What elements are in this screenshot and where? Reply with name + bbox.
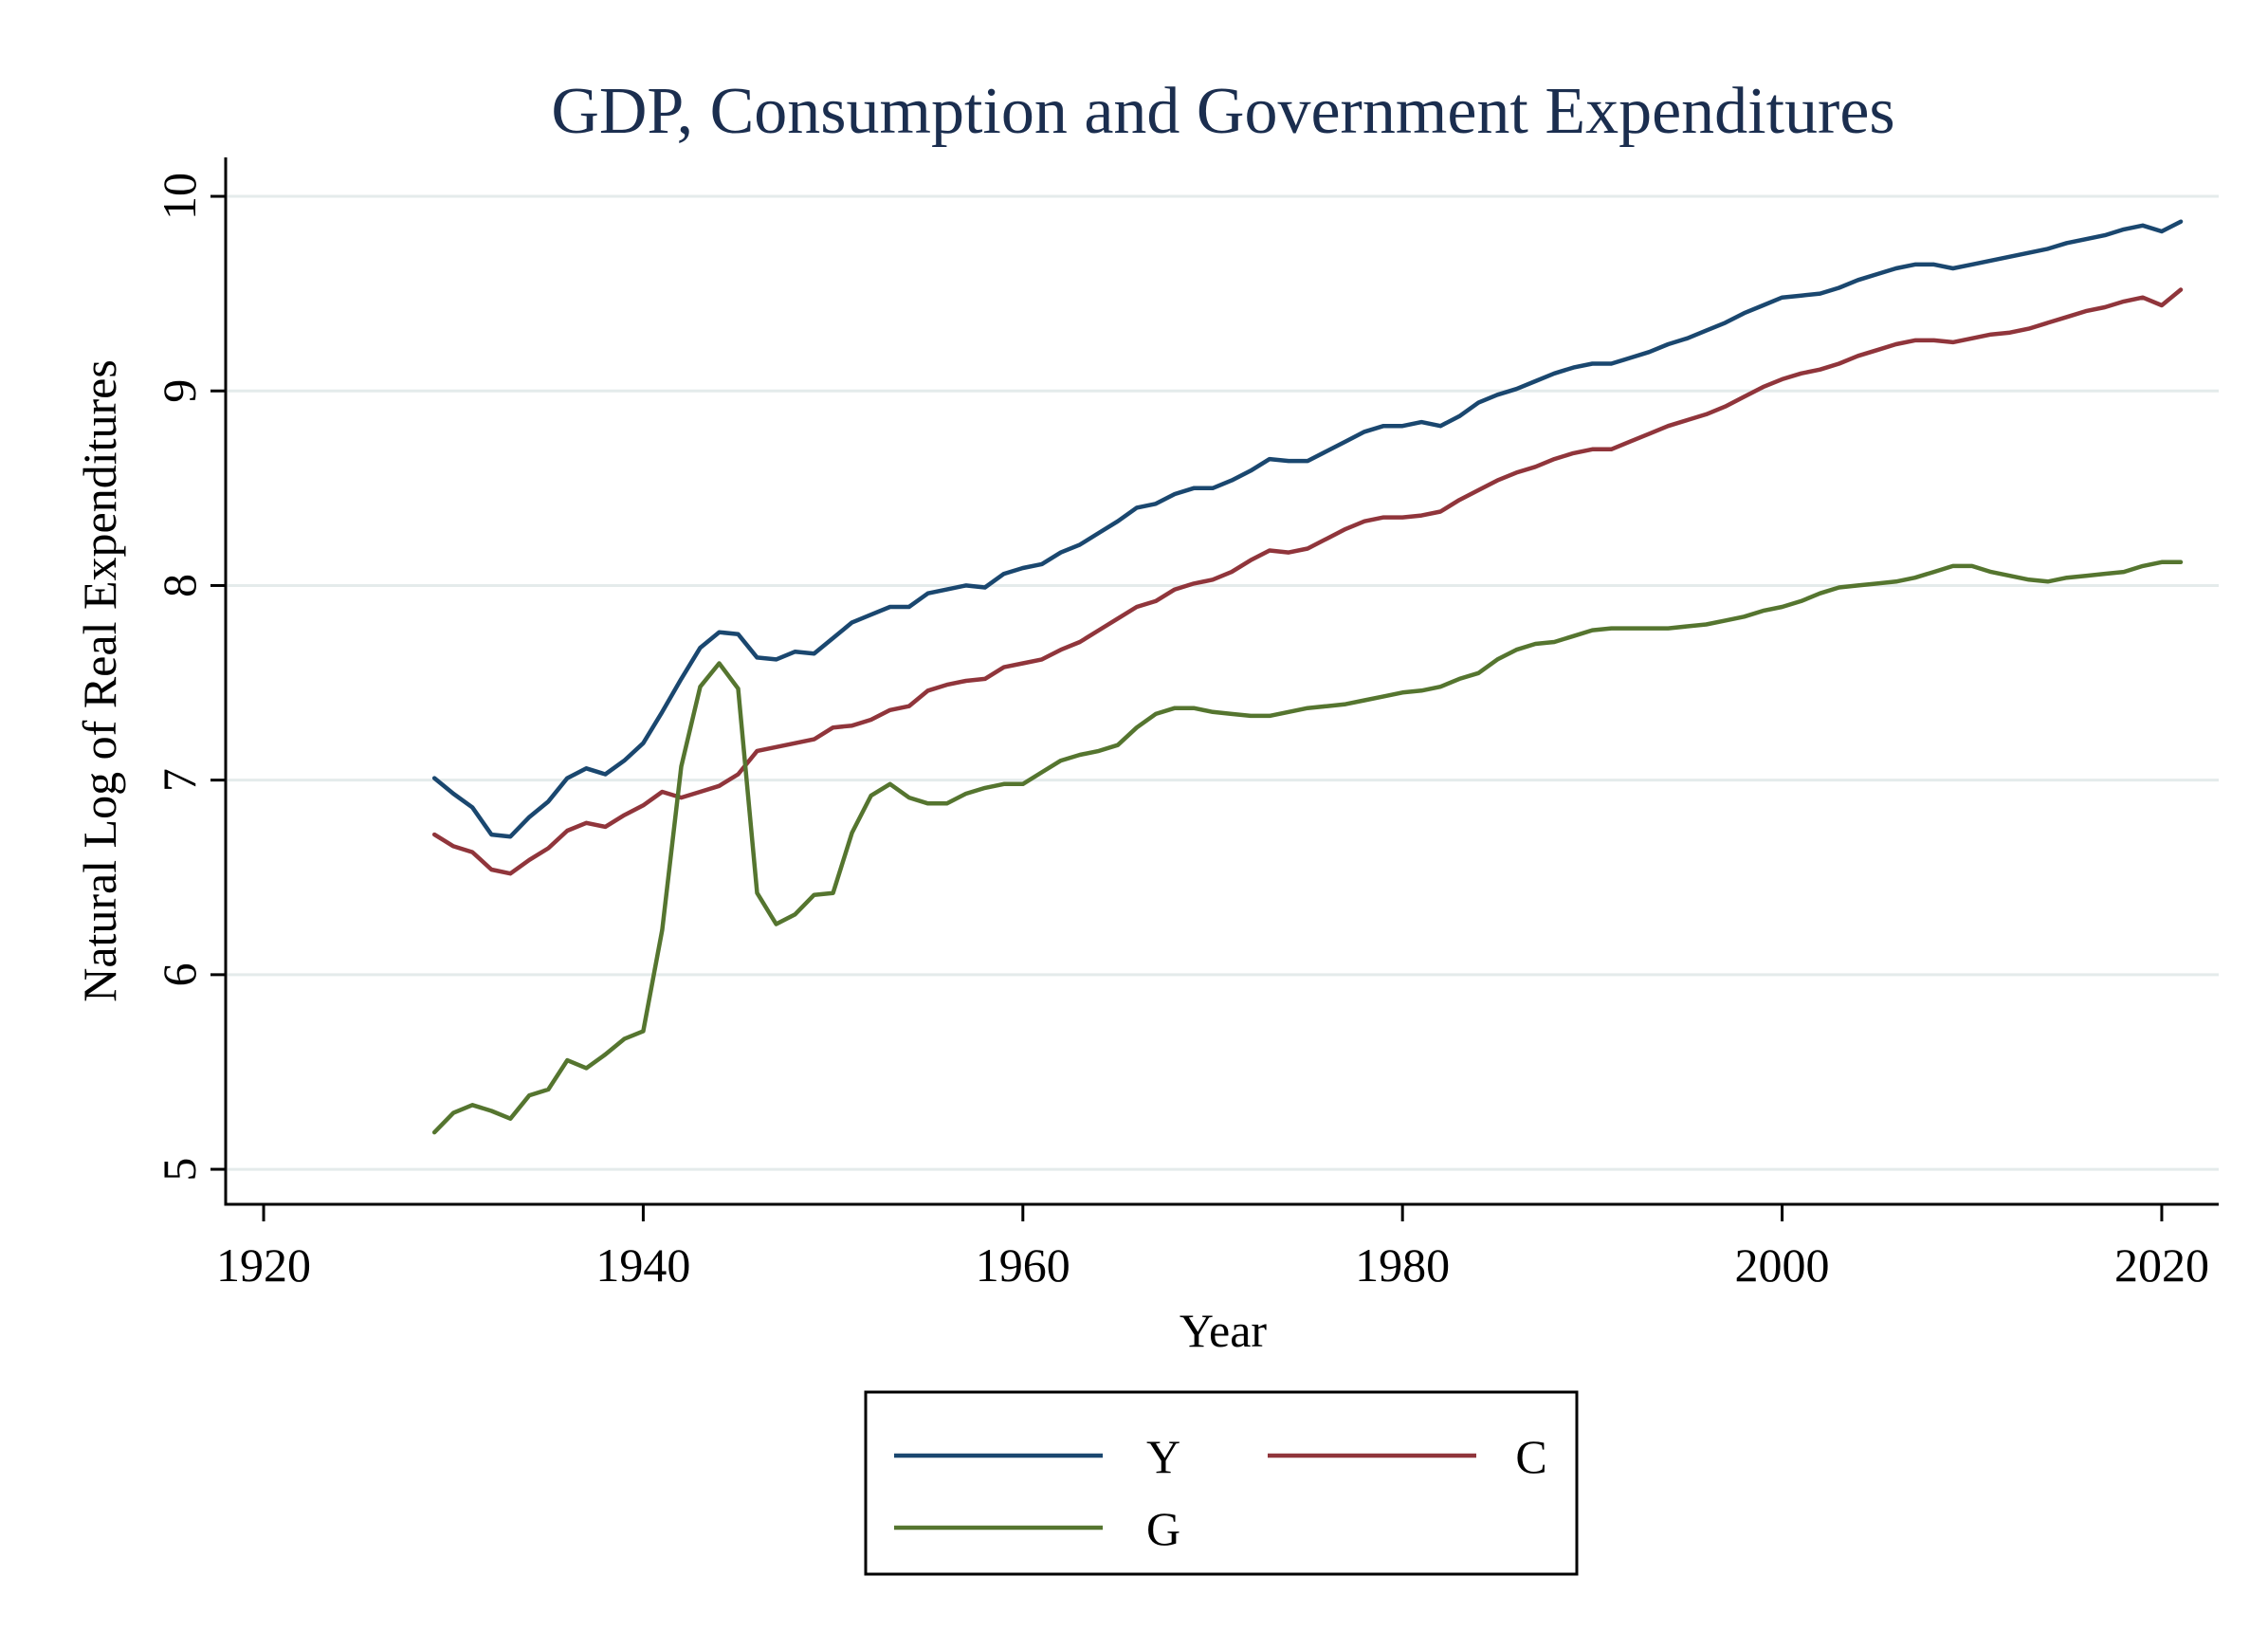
legend-box [864, 1390, 1579, 1576]
x-tick-label-1920: 1920 [216, 1238, 311, 1292]
x-tick-label-1940: 1940 [595, 1238, 690, 1292]
legend-label-g: G [1146, 1502, 1180, 1555]
series-line-y [431, 219, 2184, 839]
x-tick-label-2000: 2000 [1735, 1238, 1830, 1292]
series-line-g [431, 559, 2184, 1135]
y-tick-label-5: 5 [153, 1158, 206, 1182]
y-tick-label-8: 8 [153, 574, 206, 597]
chart-title: GDP, Consumption and Government Expendit… [551, 75, 1894, 148]
y-tick-label-7: 7 [153, 768, 206, 792]
gridlines [228, 194, 2219, 1171]
x-tick-label-1960: 1960 [976, 1238, 1070, 1292]
y-tick-label-10: 10 [153, 173, 206, 220]
y-axis-ticks: 5 6 7 8 9 10 [153, 173, 226, 1182]
y-tick-label-6: 6 [153, 962, 206, 986]
y-tick-label-9: 9 [153, 379, 206, 403]
x-axis-ticks: 1920 1940 1960 1980 2000 2020 [216, 1204, 2209, 1292]
legend: Y C G [864, 1390, 1579, 1576]
series-lines [431, 219, 2184, 1135]
legend-label-c: C [1515, 1430, 1546, 1483]
x-tick-label-1980: 1980 [1355, 1238, 1450, 1292]
x-tick-label-2020: 2020 [2114, 1238, 2209, 1292]
x-axis-title: Year [1180, 1304, 1267, 1357]
legend-label-y: Y [1146, 1430, 1180, 1483]
series-line-c [431, 287, 2184, 876]
y-axis-title: Natural Log of Real Expenditures [73, 359, 126, 1002]
